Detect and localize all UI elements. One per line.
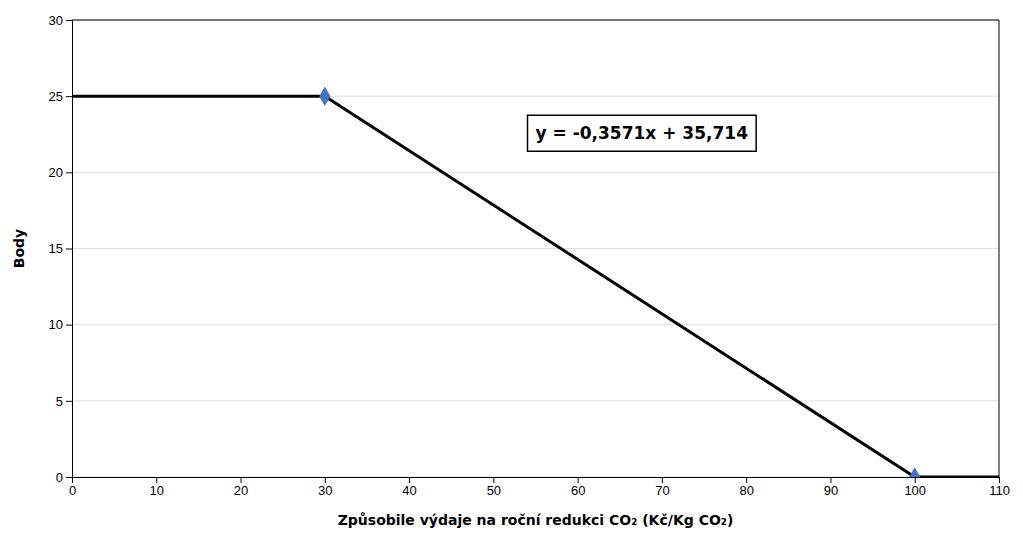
tick-mark [66,325,72,326]
tick: 15 [49,241,72,256]
x-axis: 0 10 20 30 40 50 60 70 80 90 100 110 [69,477,1010,498]
tick: 110 [989,477,1010,498]
tick-mark [66,172,72,173]
tick-mark [746,477,747,483]
annotation: y = -0,3571x + 35,714 [528,115,757,151]
tick-mark [66,249,72,250]
tick-mark [325,477,326,483]
grid-line [72,172,999,173]
tick-label: 110 [989,483,1010,498]
tick-label: 90 [824,483,838,498]
tick-label: 0 [56,470,63,485]
tick-label: 15 [49,241,63,256]
annotation-text: y = -0,3571x + 35,714 [536,123,749,143]
y-axis: 0 5 10 15 20 25 30 [49,13,73,485]
grid-line [72,400,999,401]
tick-mark [999,477,1000,483]
tick-label: 25 [49,89,63,104]
frame [72,20,999,21]
marker [319,86,330,106]
axis-line [73,478,1000,484]
tick: 40 [402,477,416,498]
tick: 60 [571,477,585,498]
line [72,96,999,477]
tick-mark [66,477,72,478]
tick: 30 [318,477,332,498]
tick: 90 [824,477,838,498]
frame [999,20,1000,477]
tick-label: 30 [49,13,63,28]
tick: 30 [49,13,72,28]
grid-line [72,20,999,21]
tick: 10 [150,477,164,498]
x-axis-title: Způsobile výdaje na roční redukci CO₂ (K… [338,512,734,528]
tick-label: 10 [150,483,164,498]
tick-mark [493,477,494,483]
tick-mark [66,20,72,21]
tick: 50 [487,477,501,498]
tick-label: 5 [56,393,63,408]
tick-label: 30 [318,483,332,498]
tick-label: 70 [655,483,669,498]
tick: 80 [739,477,753,498]
tick-mark [915,477,916,483]
tick-label: 50 [487,483,501,498]
chart: 0 10 20 30 40 50 60 70 80 90 100 110 0 5 10 15 20 25 30 y =… [0,0,1023,541]
tick-mark [241,477,242,483]
tick-mark [66,96,72,97]
tick: 25 [49,89,72,104]
annotation-box [528,115,757,151]
tick: 0 [56,470,72,485]
axis-line [66,21,73,478]
tick: 20 [49,165,72,180]
tick: 20 [234,477,248,498]
tick-mark [662,477,663,483]
tick-mark [66,401,72,402]
tick-mark [409,477,410,483]
tick-label: 40 [402,483,416,498]
tick-mark [578,477,579,483]
tick: 10 [49,317,72,332]
tick-label: 10 [49,317,63,332]
plot: 0 10 20 30 40 50 60 70 80 90 100 110 0 5 10 15 20 25 30 y =… [49,13,1010,499]
tick-label: 80 [739,483,753,498]
tick-label: 20 [234,483,248,498]
marks [72,86,999,477]
tick: 70 [655,477,669,498]
tick-mark [156,477,157,483]
tick: 100 [904,477,926,498]
tick-label: 20 [49,165,63,180]
tick-label: 60 [571,483,585,498]
tick-label: 100 [904,483,926,498]
tick: 5 [56,393,72,408]
grid-line [72,324,999,325]
y-axis-title: Body [11,229,27,268]
tick-label: 0 [69,483,76,498]
tick-mark [830,477,831,483]
grid [72,20,999,477]
marker [909,467,920,477]
grid-line [72,248,999,249]
tick: 0 [69,477,76,498]
